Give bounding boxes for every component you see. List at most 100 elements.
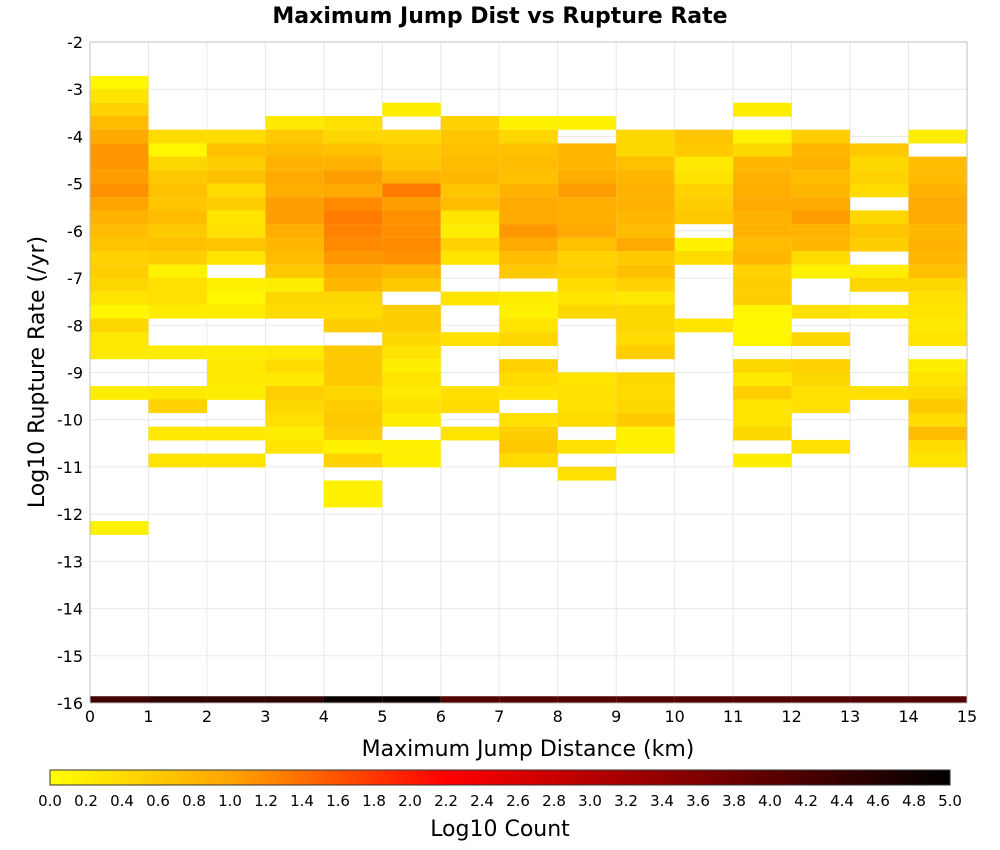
- heatmap-cell: [90, 75, 149, 90]
- heatmap-cell: [323, 251, 383, 265]
- heatmap-cell: [90, 129, 149, 144]
- colorbar-label: Log10 Count: [430, 817, 570, 842]
- heatmap-cell: [908, 170, 967, 185]
- heatmap-cell: [791, 251, 851, 265]
- heatmap-cell-bottom-strip: [791, 696, 851, 703]
- heatmap-cell: [206, 277, 266, 292]
- plot-frame: [89, 41, 968, 704]
- heatmap-cell: [265, 345, 324, 360]
- heatmap-cell: [206, 210, 266, 225]
- heatmap-cell: [616, 277, 675, 292]
- heatmap-cell: [440, 237, 500, 252]
- heatmap-cell: [148, 183, 207, 198]
- heatmap-cell: [616, 156, 675, 171]
- heatmap-cell: [908, 439, 967, 454]
- heatmap-cell: [499, 143, 558, 158]
- y-tick-label: -16: [57, 694, 83, 713]
- x-tick-label: 11: [723, 707, 743, 726]
- heatmap-cell: [499, 224, 558, 238]
- heatmap-cell: [791, 439, 851, 454]
- heatmap-cell: [850, 183, 909, 198]
- heatmap-cell: [908, 237, 967, 252]
- colorbar-tick-labels: 0.0 0.2 0.4 0.6 0.8 1.0 1.2 1.4 1.6 1.8 2.0 2.2 2.4 2…: [38, 792, 962, 810]
- colorbar-tick-label: 0.8: [182, 792, 206, 810]
- heatmap-cell: [90, 210, 149, 225]
- heatmap-cell: [850, 264, 909, 279]
- heatmap-cell: [148, 399, 207, 414]
- heatmap-cell: [791, 304, 851, 319]
- colorbar-tick-label: 3.2: [614, 792, 638, 810]
- heatmap-cell: [908, 210, 967, 225]
- heatmap-cell: [382, 386, 441, 400]
- heatmap-cell: [791, 156, 851, 171]
- heatmap-cell: [850, 277, 909, 292]
- heatmap-cell: [908, 304, 967, 319]
- heatmap-cell: [90, 345, 149, 360]
- heatmap-cell: [499, 197, 558, 211]
- colorbar-tick-label: 0.6: [146, 792, 170, 810]
- colorbar-tick-label: 1.8: [362, 792, 386, 810]
- heatmap-cell: [733, 170, 792, 185]
- colorbar-tick-label: 3.0: [578, 792, 602, 810]
- heatmap-cell: [206, 224, 266, 238]
- heatmap-cell: [265, 183, 324, 198]
- heatmap-cell: [850, 210, 909, 225]
- heatmap-cell: [148, 426, 207, 441]
- heatmap-cell: [908, 264, 967, 279]
- y-tick-label: -8: [67, 316, 83, 335]
- heatmap-cell-bottom-strip: [440, 696, 500, 703]
- heatmap-cell: [908, 399, 967, 414]
- x-tick-label: 14: [898, 707, 918, 726]
- heatmap-cell: [908, 224, 967, 238]
- y-tick-label: -14: [57, 600, 83, 619]
- heatmap-cell: [265, 224, 324, 238]
- heatmap-cell: [382, 156, 441, 171]
- heatmap-cell: [265, 251, 324, 265]
- heatmap-cell: [616, 237, 675, 252]
- heatmap-cell: [908, 426, 967, 441]
- heatmap-cell: [440, 115, 500, 130]
- heatmap-cell: [616, 224, 675, 238]
- heatmap-cell: [323, 291, 383, 306]
- heatmap-cell-bottom-strip: [616, 696, 675, 703]
- heatmap-cell: [265, 277, 324, 292]
- chart-title: Maximum Jump Dist vs Rupture Rate: [272, 4, 727, 29]
- colorbar-tick-label: 2.2: [434, 792, 458, 810]
- heatmap-cell: [323, 372, 383, 387]
- heatmap-cell: [674, 318, 734, 333]
- heatmap-cell: [733, 129, 792, 144]
- heatmap-cell: [908, 372, 967, 387]
- heatmap-cell: [499, 426, 558, 441]
- heatmap-cell: [265, 291, 324, 306]
- heatmap-cell: [206, 183, 266, 198]
- heatmap-cell: [850, 170, 909, 185]
- heatmap-cell: [323, 304, 383, 319]
- heatmap-cell: [850, 304, 909, 319]
- heatmap-cell: [616, 197, 675, 211]
- heatmap-cell: [206, 386, 266, 400]
- heatmap-cell: [148, 345, 207, 360]
- heatmap-cell: [323, 224, 383, 238]
- heatmap-cell: [791, 237, 851, 252]
- heatmap-cell: [733, 372, 792, 387]
- heatmap-cell: [557, 156, 617, 171]
- heatmap-cell: [265, 426, 324, 441]
- heatmap-cell: [206, 129, 266, 144]
- y-tick-label: -5: [67, 175, 83, 194]
- heatmap-cell: [616, 399, 675, 414]
- colorbar-tick-label: 0.4: [110, 792, 134, 810]
- heatmap-cell: [90, 277, 149, 292]
- heatmap-cell: [440, 156, 500, 171]
- heatmap-cell: [206, 170, 266, 185]
- heatmap-cell: [206, 359, 266, 373]
- x-tick-label: 13: [840, 707, 860, 726]
- x-tick-label: 1: [143, 707, 153, 726]
- x-axis-label: Maximum Jump Distance (km): [362, 737, 695, 762]
- heatmap-cell: [265, 197, 324, 211]
- x-tick-label: 5: [377, 707, 387, 726]
- heatmap-cell: [499, 115, 558, 130]
- heatmap-cell: [440, 426, 500, 441]
- heatmap-cell: [382, 359, 441, 373]
- heatmap-cell: [382, 318, 441, 333]
- heatmap-cell: [382, 439, 441, 454]
